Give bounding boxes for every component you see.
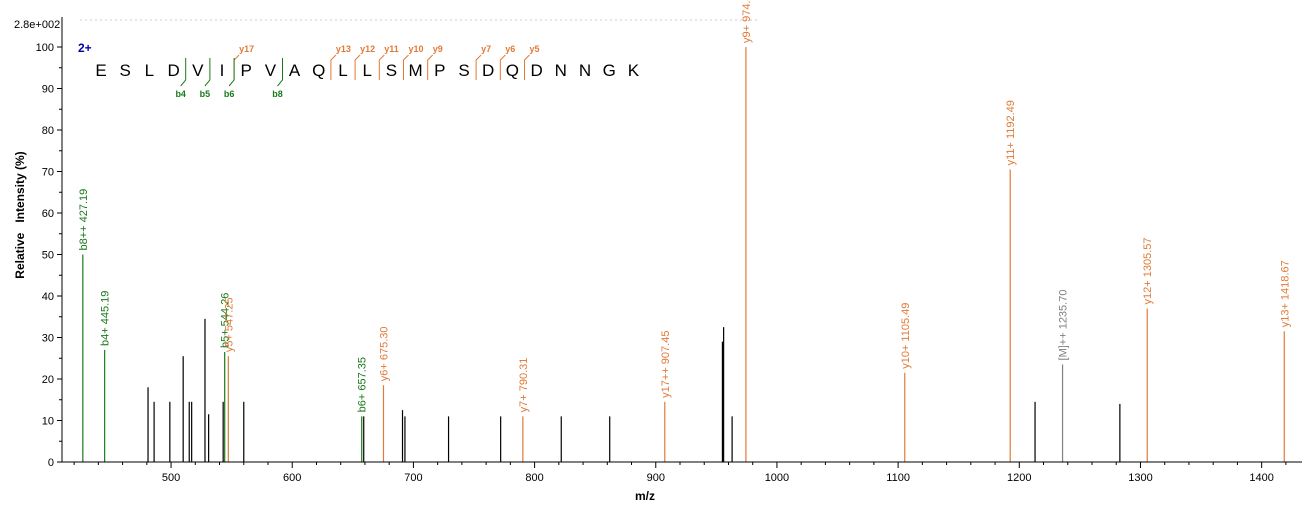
y-ion-label: y9 — [433, 44, 443, 54]
y-tick-label: 80 — [42, 125, 54, 137]
peak-label: b5+ 544.26 — [220, 293, 232, 348]
sequence-residue: L — [362, 61, 371, 80]
y-ion-label: y13 — [336, 44, 351, 54]
peak-label: y17++ 907.45 — [660, 331, 672, 398]
y-ion-marker — [330, 54, 337, 80]
y-ion-label: y6 — [505, 44, 515, 54]
peak-label: y6+ 675.30 — [378, 326, 390, 381]
x-tick-label: 900 — [647, 472, 665, 484]
y-ion-marker — [378, 54, 385, 80]
y-tick-label: 30 — [42, 333, 54, 345]
sequence-residue: K — [628, 61, 640, 80]
sequence-residue: V — [192, 61, 204, 80]
y-ion-marker — [427, 54, 434, 80]
y-ion-marker — [524, 54, 530, 80]
y-tick-label: 0 — [48, 457, 54, 469]
b-ion-label: b5 — [200, 89, 211, 99]
sequence-residue: E — [95, 61, 106, 80]
b-ion-label: b4 — [175, 89, 186, 99]
y-tick-label: 40 — [42, 291, 54, 303]
sequence-residue: Q — [506, 61, 519, 80]
peak-label: y10+ 1105.49 — [900, 303, 912, 369]
x-tick-label: 1200 — [1007, 472, 1031, 484]
y-ion-marker — [354, 54, 361, 80]
b-ion-marker — [204, 58, 211, 87]
y-ion-marker — [403, 54, 409, 80]
x-tick-label: 1300 — [1128, 472, 1152, 484]
intensity-scale-label: 2.8e+002 — [14, 19, 60, 31]
peak-label: b6+ 657.35 — [357, 357, 369, 412]
sequence-residue: P — [241, 61, 252, 80]
y-ion-marker — [475, 54, 482, 80]
y-ion-label: y10 — [409, 44, 424, 54]
peak-label: y11+ 1192.49 — [1005, 100, 1017, 165]
peak-label: y9+ 974.41 — [741, 0, 753, 43]
sequence-residue: N — [555, 61, 567, 80]
y-tick-label: 10 — [42, 416, 54, 428]
b-ion-marker — [180, 58, 187, 87]
peak-label: y5+ 547.25 — [223, 297, 235, 352]
y-axis-title: Relative Intensity (%) — [13, 151, 27, 278]
x-axis-title: m/z — [635, 489, 655, 503]
y-ion-marker — [233, 54, 240, 80]
sequence-residue: D — [482, 61, 494, 80]
x-tick-label: 500 — [162, 472, 180, 484]
y-tick-label: 50 — [42, 250, 54, 262]
y-ion-label: y5 — [530, 44, 540, 54]
b-ion-marker — [277, 58, 283, 87]
peak-label: [M]++ 1235.70 — [1058, 290, 1070, 361]
y-tick-label: 90 — [42, 84, 54, 96]
peak-label: b8++ 427.19 — [78, 189, 90, 251]
x-tick-label: 1100 — [886, 472, 910, 484]
b-ion-label: b8 — [272, 89, 283, 99]
sequence-residue: V — [265, 61, 277, 80]
sequence-residue: A — [289, 61, 301, 80]
sequence-residue: D — [167, 61, 179, 80]
charge-state-label: 2+ — [78, 41, 92, 55]
peak-label: b4+ 445.19 — [100, 291, 112, 346]
y-tick-label: 100 — [36, 42, 54, 54]
x-tick-label: 1000 — [765, 472, 789, 484]
x-tick-label: 600 — [283, 472, 301, 484]
sequence-residue: L — [338, 61, 347, 80]
y-tick-label: 60 — [42, 208, 54, 220]
y-ion-label: y11 — [384, 44, 399, 54]
sequence-residue: S — [386, 61, 397, 80]
peak-label: y13+ 1418.67 — [1279, 260, 1291, 327]
y-ion-marker — [499, 54, 506, 80]
sequence-residue: G — [603, 61, 616, 80]
sequence-residue: D — [530, 61, 542, 80]
x-tick-label: 800 — [525, 472, 543, 484]
y-ion-label: y7 — [481, 44, 491, 54]
peak-label: y12+ 1305.57 — [1142, 237, 1154, 304]
sequence-residue: I — [220, 61, 225, 80]
b-ion-marker — [228, 58, 235, 87]
sequence-residue: N — [579, 61, 591, 80]
sequence-residue: S — [458, 61, 469, 80]
sequence-residue: Q — [312, 61, 325, 80]
y-ion-label: y17 — [239, 44, 254, 54]
x-tick-label: 1400 — [1249, 472, 1273, 484]
y-tick-label: 70 — [42, 167, 54, 179]
y-tick-label: 20 — [42, 374, 54, 386]
peak-label: y7+ 790.31 — [518, 358, 530, 413]
x-tick-label: 700 — [404, 472, 422, 484]
y-ion-label: y12 — [360, 44, 375, 54]
sequence-residue: S — [120, 61, 131, 80]
sequence-residue: L — [145, 61, 154, 80]
sequence-residue: P — [434, 61, 445, 80]
sequence-residue: M — [409, 61, 423, 80]
b-ion-label: b6 — [224, 89, 235, 99]
